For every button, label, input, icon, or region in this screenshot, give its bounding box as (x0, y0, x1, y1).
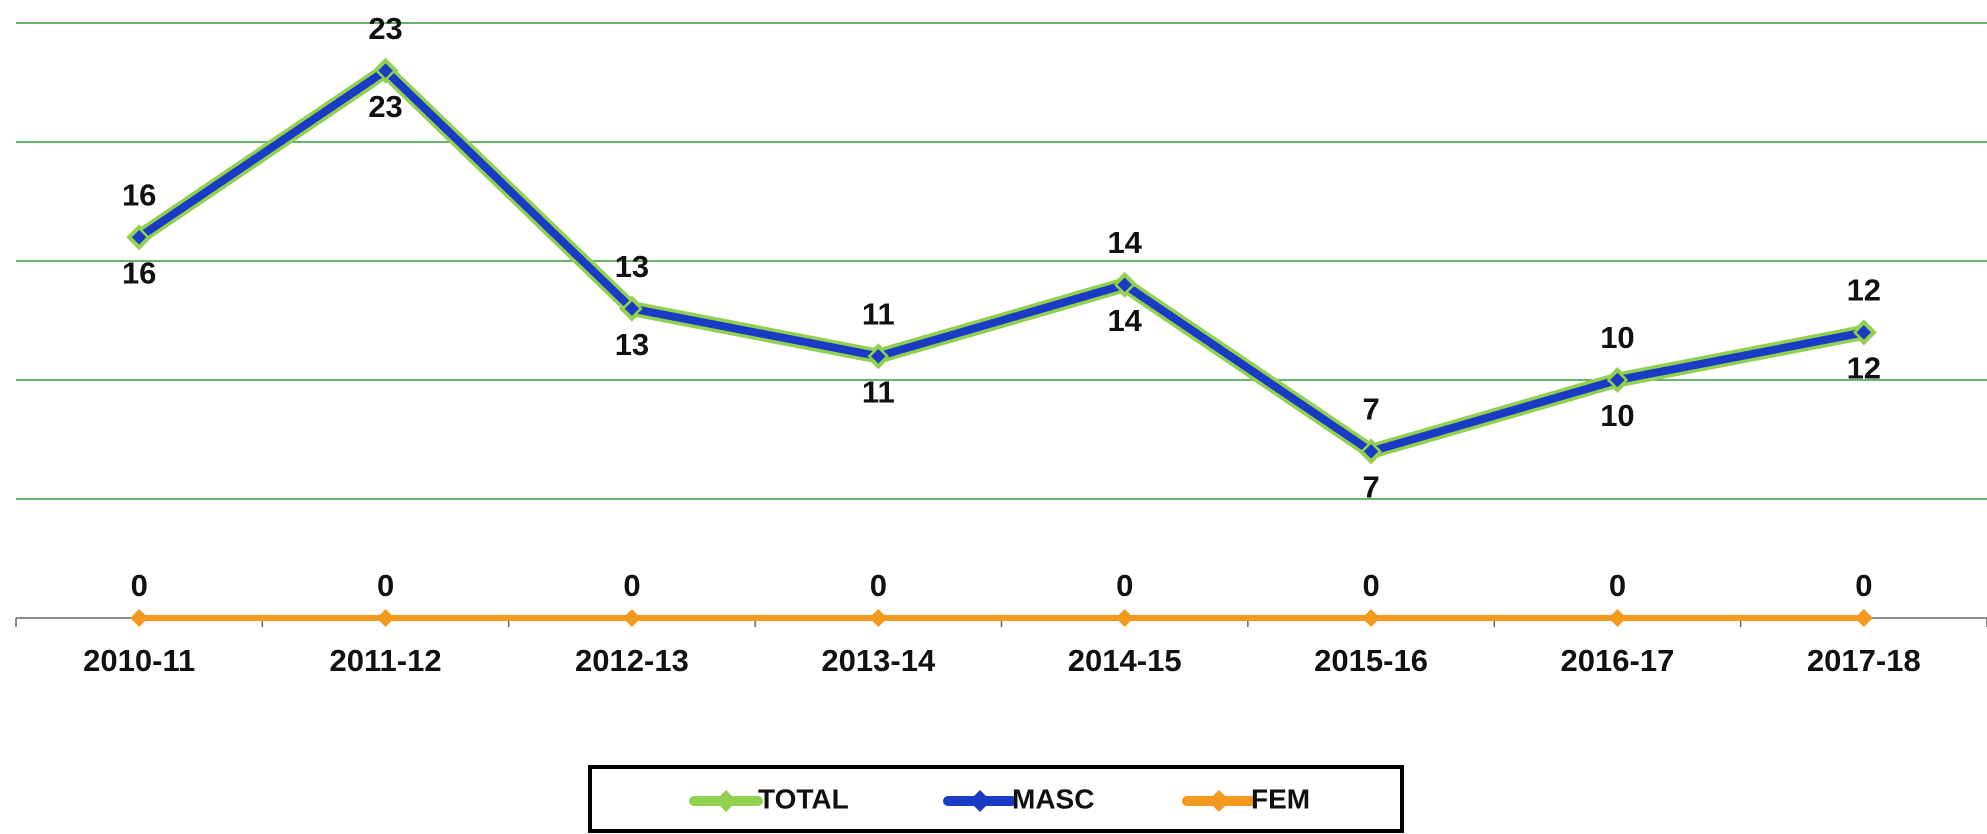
data-label: 13 (615, 327, 649, 362)
legend-label: FEM (1251, 783, 1310, 814)
x-tick-label: 2017-18 (1807, 643, 1921, 678)
x-tick-label: 2016-17 (1561, 643, 1675, 678)
marker (1606, 369, 1629, 391)
data-label: 14 (1107, 225, 1142, 260)
data-label: 0 (1855, 568, 1872, 603)
x-tick-label: 2013-14 (821, 643, 936, 678)
data-label: 11 (862, 374, 895, 409)
marker (1113, 274, 1136, 296)
x-tick-label: 2014-15 (1068, 643, 1182, 678)
marker (376, 609, 395, 627)
marker (128, 226, 150, 248)
marker (1854, 609, 1873, 627)
legend-marker (715, 790, 737, 812)
data-label: 12 (1847, 351, 1881, 386)
marker (1115, 609, 1134, 627)
marker (1360, 440, 1382, 463)
legend-marker (969, 790, 991, 812)
data-label: 0 (1362, 568, 1379, 603)
legend-marker (1208, 790, 1230, 812)
data-label: 0 (1116, 568, 1133, 603)
data-label: 10 (1600, 320, 1634, 355)
x-tick-label: 2012-13 (575, 643, 689, 678)
data-label: 16 (122, 177, 156, 212)
data-label: 12 (1847, 273, 1881, 308)
data-label: 0 (1609, 568, 1626, 603)
marker (1853, 321, 1875, 344)
data-label: 7 (1362, 470, 1379, 505)
data-label: 0 (623, 568, 640, 603)
legend-label: TOTAL (758, 783, 849, 814)
x-tick-label: 2011-12 (330, 643, 442, 678)
marker (869, 609, 888, 627)
data-label: 23 (368, 89, 402, 124)
data-label: 11 (862, 296, 895, 331)
marker (867, 345, 890, 367)
marker (130, 609, 149, 627)
data-label: 13 (615, 249, 649, 284)
marker (621, 297, 643, 320)
marker (374, 59, 397, 82)
data-label: 7 (1362, 392, 1379, 427)
x-tick-label: 2010-11 (83, 643, 195, 678)
marker (622, 609, 641, 627)
data-label: 16 (122, 255, 156, 290)
marker (1362, 609, 1381, 627)
data-label: 10 (1600, 398, 1634, 433)
x-tick-label: 2015-16 (1314, 643, 1428, 678)
data-label: 0 (870, 568, 887, 603)
data-label: 0 (131, 568, 148, 603)
marker (1608, 609, 1627, 627)
data-label: 23 (368, 11, 402, 46)
series-line (136, 65, 1865, 456)
data-label: 14 (1107, 303, 1142, 338)
legend-label: MASC (1012, 783, 1094, 814)
data-label: 0 (377, 568, 394, 603)
